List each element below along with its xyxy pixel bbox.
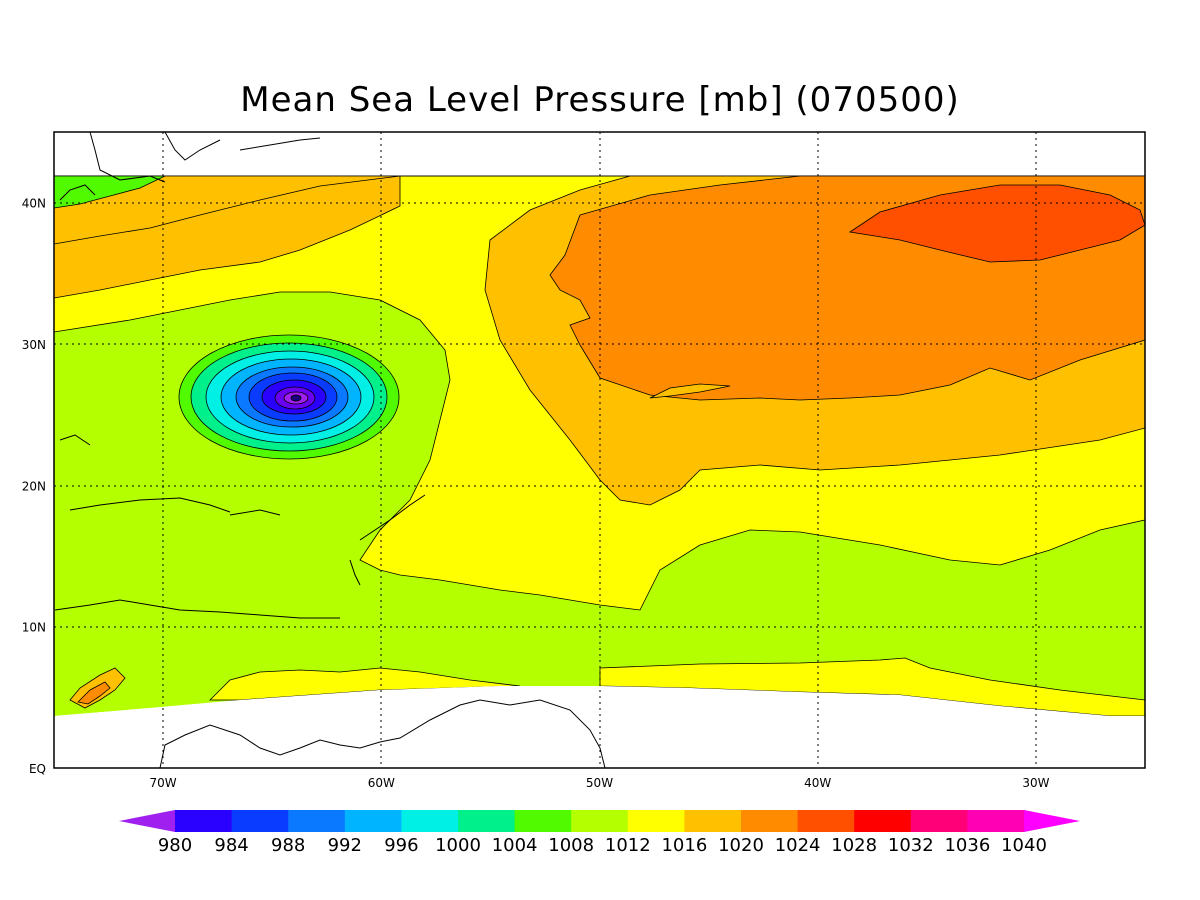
map-frame <box>53 131 1146 769</box>
lat-tick-label: 10N <box>22 621 46 635</box>
colorbar-swatch <box>514 810 572 832</box>
cyclone-eye <box>290 394 302 402</box>
colorbar: 980 984 988 992 996 1000 1004 1008 1012 1016 1020 1… <box>119 810 1080 856</box>
colorbar-swatch <box>288 810 346 832</box>
colorbar-level-label: 1000 <box>435 835 481 856</box>
colorbar-extend-max <box>1024 810 1080 832</box>
colorbar-swatch <box>910 810 968 832</box>
chart-title: Mean Sea Level Pressure [mb] (070500) <box>240 80 960 120</box>
coastlines <box>54 132 606 768</box>
colorbar-level-label: 1040 <box>1001 835 1047 856</box>
colorbar-swatch <box>344 810 402 832</box>
colorbar-level-label: 996 <box>384 835 418 856</box>
colorbar-level-label: 992 <box>328 835 362 856</box>
contour-1012-south <box>599 657 1145 717</box>
colorbar-swatch <box>231 810 289 832</box>
colorbar-swatch <box>175 810 233 832</box>
colorbar-level-label: 1012 <box>605 835 651 856</box>
lon-tick-label: 70W <box>150 776 177 790</box>
lon-tick-label: 50W <box>586 776 613 790</box>
colorbar-level-label: 980 <box>158 835 192 856</box>
contour-1020-cutout <box>649 383 731 399</box>
colorbar-swatch <box>967 810 1025 832</box>
colorbar-extend-min <box>119 810 175 832</box>
colorbar-swatch <box>797 810 855 832</box>
colorbar-swatch <box>741 810 799 832</box>
colorbar-swatch <box>684 810 742 832</box>
colorbar-level-label: 1008 <box>548 835 594 856</box>
colorbar-level-label: 1020 <box>718 835 764 856</box>
colorbar-level-label: 1028 <box>831 835 877 856</box>
colorbar-swatch <box>571 810 629 832</box>
lon-tick-label: 40W <box>804 776 831 790</box>
contour-1024-region <box>848 184 1145 263</box>
colorbar-level-label: 1004 <box>492 835 538 856</box>
colorbar-level-label: 1024 <box>775 835 821 856</box>
colorbar-swatch <box>854 810 912 832</box>
lat-tick-label: 40N <box>22 197 46 211</box>
graticule <box>54 132 1145 768</box>
lat-tick-label: 20N <box>22 479 46 493</box>
colorbar-level-label: 1032 <box>888 835 934 856</box>
lon-tick-label: 30W <box>1022 776 1049 790</box>
map-plot-area <box>54 132 1145 768</box>
lat-tick-label: EQ <box>29 762 46 776</box>
colorbar-swatch <box>627 810 685 832</box>
longitude-tick-labels: 70W 60W 50W 40W 30W <box>150 776 1050 790</box>
colorbar-swatch <box>401 810 459 832</box>
colorbar-level-label: 988 <box>271 835 305 856</box>
colorbar-level-label: 1036 <box>944 835 990 856</box>
contour-1020-southwest <box>77 681 111 705</box>
latitude-tick-labels: 40N 30N 20N 10N EQ <box>22 197 46 776</box>
colorbar-level-label: 1016 <box>661 835 707 856</box>
contour-1008-north <box>54 175 166 209</box>
colorbar-level-label: 984 <box>214 835 248 856</box>
colorbar-swatch <box>458 810 516 832</box>
lat-tick-label: 30N <box>22 338 46 352</box>
lon-tick-label: 60W <box>368 776 395 790</box>
contour-1016-northwest <box>54 175 401 299</box>
